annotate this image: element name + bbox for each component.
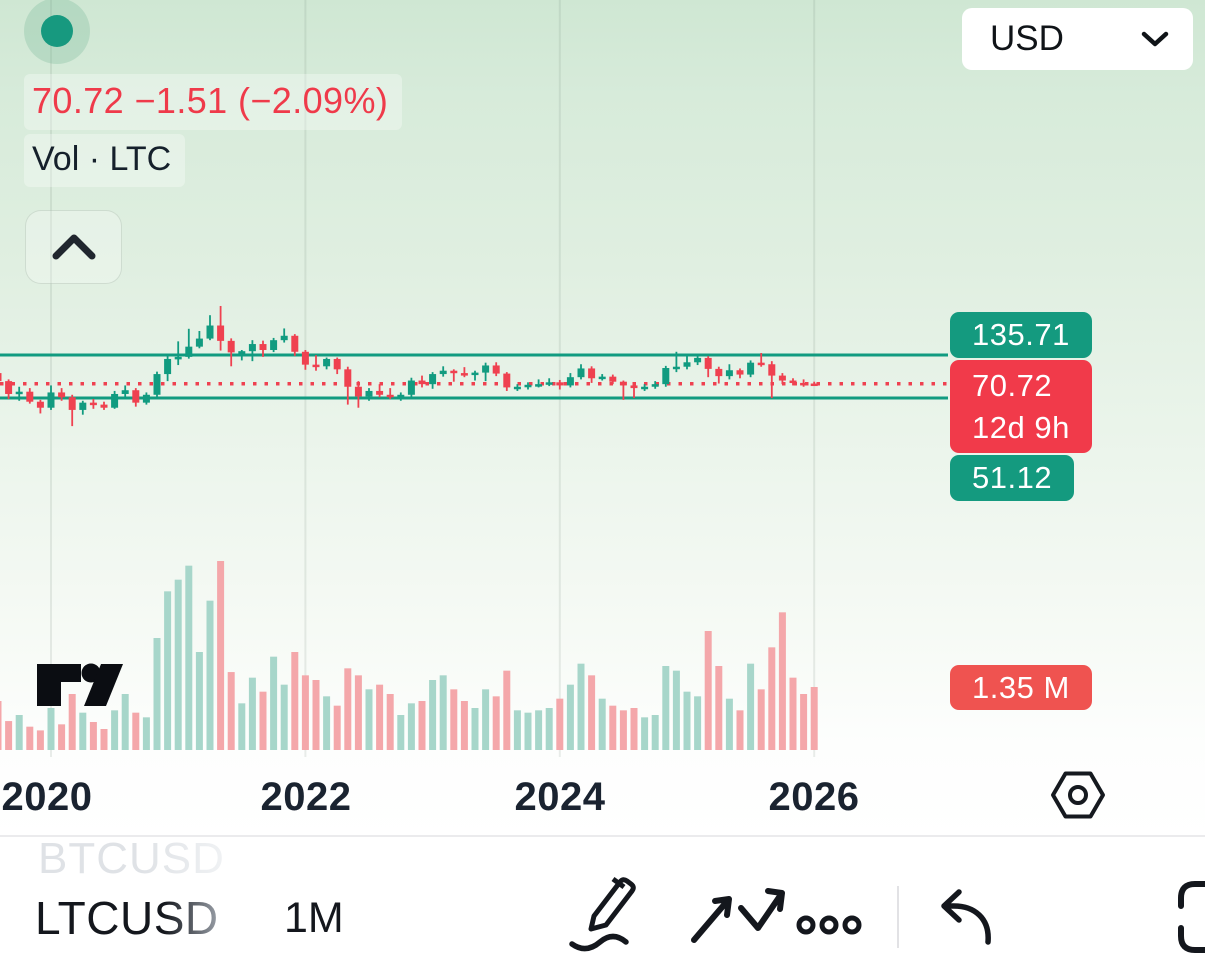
support-price-label: 51.12 xyxy=(950,455,1075,501)
time-axis-tick-2026: 2026 xyxy=(768,775,860,819)
toolbar-group-divider xyxy=(897,886,899,948)
time-axis-tick-2020: 2020 xyxy=(1,775,93,819)
resistance-price-label: 135.71 xyxy=(950,312,1092,358)
legend-price-row[interactable]: 70.72 −1.51 (−2.09%) xyxy=(24,74,403,130)
currency-select-value: USD xyxy=(990,19,1064,58)
symbol-button[interactable]: LTCUSD xyxy=(35,892,219,944)
chevron-up-icon xyxy=(52,234,95,260)
collapse-legend-button[interactable] xyxy=(25,210,122,284)
indicators-button[interactable] xyxy=(683,880,787,948)
undo-button[interactable] xyxy=(932,886,994,948)
current-price-label: 70.72 12d 9h xyxy=(950,360,1092,453)
chart-settings-icon[interactable] xyxy=(1050,770,1106,820)
draw-tool-button[interactable] xyxy=(566,872,644,952)
legend-volume-indicator[interactable]: Vol · LTC xyxy=(24,134,186,187)
interval-button[interactable]: 1M xyxy=(284,894,344,942)
more-options-button[interactable] xyxy=(794,910,864,940)
series-marker-dot[interactable] xyxy=(41,15,73,47)
currency-select[interactable]: USD xyxy=(962,8,1193,70)
legend-change-percent: (−2.09%) xyxy=(238,80,389,121)
time-axis-tick-2022: 2022 xyxy=(260,775,352,819)
time-axis-tick-2024: 2024 xyxy=(514,775,606,819)
current-volume-label: 1.35 M xyxy=(950,665,1092,710)
legend-change: −1.51 xyxy=(134,80,228,121)
toolbar-divider-line xyxy=(0,835,1205,837)
bar-close-countdown: 12d 9h xyxy=(972,409,1070,445)
chevron-down-icon xyxy=(1141,31,1169,47)
snapshot-button-partial[interactable] xyxy=(1176,880,1205,954)
tradingview-logo[interactable] xyxy=(35,658,125,712)
current-price-value: 70.72 xyxy=(972,367,1053,403)
previous-symbol-ghost[interactable]: BTCUSD xyxy=(38,834,225,883)
legend-last-price: 70.72 xyxy=(32,80,125,121)
